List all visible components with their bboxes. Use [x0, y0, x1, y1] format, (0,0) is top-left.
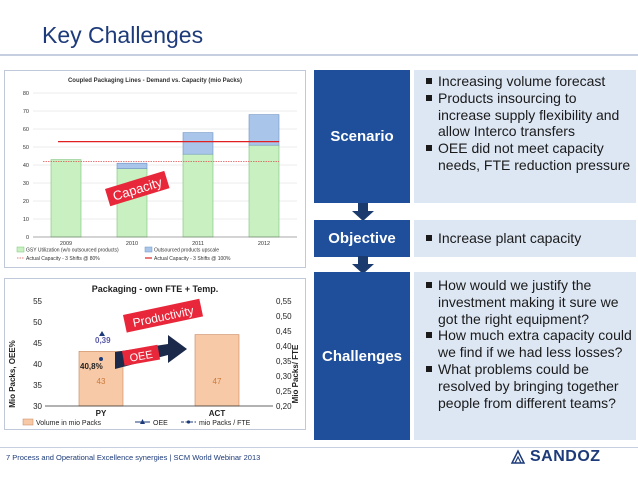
chart2-y-tick-left: 40 — [33, 360, 42, 369]
fte-value-label: 0,39 — [95, 336, 111, 345]
chart2-y-tick-left: 55 — [33, 297, 42, 306]
fte-marker — [99, 357, 103, 361]
chart2-y-tick-left: 30 — [33, 402, 42, 411]
chart1-y-tick: 30 — [23, 181, 29, 187]
chart2-right-axis-label: Mio Packs/ FTE — [291, 344, 300, 403]
footer-text: 7 Process and Operational Excellence syn… — [6, 453, 261, 462]
chart2-y-tick-left: 45 — [33, 339, 42, 348]
chart2-x-tick: PY — [96, 409, 107, 418]
down-arrow-icon — [352, 256, 374, 274]
chart2-bar-value-label: 43 — [97, 377, 106, 386]
chart1-y-tick: 0 — [26, 235, 29, 241]
capacity-chart: Coupled Packaging Lines - Demand vs. Cap… — [16, 78, 297, 262]
chart1-y-tick: 10 — [23, 217, 29, 223]
challenges-box: How would we justify the investment maki… — [414, 272, 636, 440]
sandoz-logo: SANDOZ — [510, 448, 601, 466]
oee-overlay-box — [122, 344, 161, 366]
scenario-bullet: Products insourcing to increase supply f… — [418, 90, 632, 140]
chart2-bar-value-label: 47 — [213, 377, 222, 386]
objective-box: Increase plant capacity — [414, 220, 636, 257]
chart2-y-tick-right: 0,45 — [276, 327, 292, 336]
chart2-y-tick-left: 35 — [33, 381, 42, 390]
chart1-x-tick: 2010 — [126, 241, 138, 247]
scenario-bullet: Increasing volume forecast — [418, 73, 632, 90]
chart1-bar-gsy — [50, 159, 82, 238]
chart1-legend-outsourced: Outsourced products upscale — [154, 248, 219, 254]
objective-label: Objective — [314, 220, 410, 257]
chart2-legend-oee: OEE — [153, 420, 168, 427]
chart1-y-tick: 50 — [23, 145, 29, 151]
chart1-bar-outsourced — [248, 114, 280, 146]
oee-marker — [99, 331, 105, 336]
chart2-y-tick-right: 0,30 — [276, 372, 292, 381]
chart2-x-tick: ACT — [209, 409, 226, 418]
objective-bullet: Increase plant capacity — [418, 230, 632, 247]
scenario-box: Increasing volume forecast Products inso… — [414, 70, 636, 203]
page-title: Key Challenges — [42, 22, 204, 48]
chart1-x-tick: 2011 — [192, 241, 204, 247]
chart1-bar-outsourced — [182, 132, 214, 155]
chart1-x-tick: 2009 — [60, 241, 72, 247]
productivity-chart: Packaging - own FTE + Temp. Mio Packs, O… — [8, 284, 300, 427]
footer-divider — [0, 447, 638, 448]
title-divider — [0, 54, 638, 56]
challenges-bullet: What problems could be resolved by bring… — [418, 361, 632, 411]
sandoz-logo-text: SANDOZ — [530, 448, 601, 465]
chart2-title: Packaging - own FTE + Temp. — [92, 284, 219, 294]
chart2-legend-volume: Volume in mio Packs — [36, 420, 101, 427]
chart2-bar-volume — [194, 334, 240, 407]
chart1-y-tick: 80 — [23, 91, 29, 97]
chart1-x-tick: 2012 — [258, 241, 270, 247]
chart1-title: Coupled Packaging Lines - Demand vs. Cap… — [68, 78, 242, 84]
chart2-y-tick-right: 0,55 — [276, 297, 292, 306]
down-arrow-icon — [352, 203, 374, 221]
challenges-bullet: How much extra capacity could we find if… — [418, 327, 632, 361]
challenges-label: Challenges — [314, 272, 410, 440]
oee-overlay-label: OEE — [129, 349, 154, 365]
productivity-overlay-box — [123, 298, 204, 333]
chart1-legend-cap100: Actual Capacity - 3 Shifts @ 100% — [154, 256, 231, 262]
chart1-bar-outsourced — [116, 162, 148, 169]
capacity-chart-panel: Coupled Packaging Lines - Demand vs. Cap… — [4, 70, 306, 268]
chart1-y-tick: 20 — [23, 199, 29, 205]
chart1-y-tick: 60 — [23, 127, 29, 133]
chart1-bar-gsy — [248, 144, 280, 238]
capacity-overlay-box — [105, 170, 170, 207]
chart1-legend-gsy: GSY Utilization (w/o outsourced products… — [26, 248, 119, 254]
oee-value-label: 40,8% — [80, 362, 103, 371]
chart2-y-tick-right: 0,40 — [276, 342, 292, 351]
chart2-y-tick-right: 0,20 — [276, 402, 292, 411]
chart2-legend-fte: mio Packs / FTE — [199, 420, 251, 427]
scenario-bullet: OEE did not meet capacity needs, FTE red… — [418, 140, 632, 174]
chart2-left-axis-label: Mio Packs, OEE% — [8, 340, 17, 408]
chart1-legend-cap80: Actual Capacity - 3 Shifts @ 80% — [26, 256, 100, 262]
chart1-bar-gsy — [182, 153, 214, 238]
chart1-y-tick: 70 — [23, 109, 29, 115]
scenario-label: Scenario — [314, 70, 410, 203]
productivity-chart-panel: Packaging - own FTE + Temp. Mio Packs, O… — [4, 278, 306, 430]
chart2-y-tick-right: 0,25 — [276, 387, 292, 396]
sandoz-logo-icon — [510, 449, 526, 464]
chart2-y-tick-right: 0,35 — [276, 357, 292, 366]
challenges-bullet: How would we justify the investment maki… — [418, 277, 632, 327]
chart2-y-tick-right: 0,50 — [276, 312, 292, 321]
chart2-y-tick-left: 50 — [33, 318, 42, 327]
chart1-y-tick: 40 — [23, 163, 29, 169]
